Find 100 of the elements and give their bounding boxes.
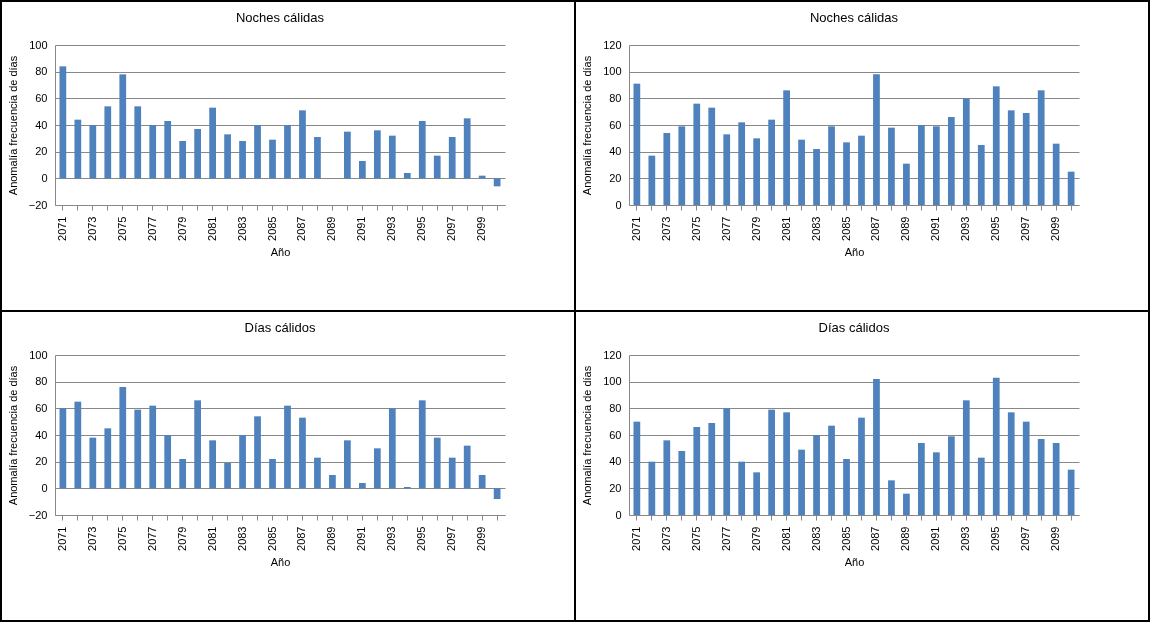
bar (179, 459, 187, 489)
bar (254, 125, 261, 179)
bar (344, 440, 351, 489)
bar (299, 417, 306, 489)
bar (648, 461, 656, 515)
x-tick-label: 2085 (839, 526, 852, 551)
bar (134, 106, 142, 179)
x-axis-title: Año (844, 555, 865, 568)
bar (738, 461, 746, 515)
bar (269, 139, 276, 179)
bar (708, 423, 716, 515)
bar (888, 480, 895, 515)
x-tick-label: 2085 (265, 216, 278, 241)
bar (254, 416, 261, 489)
x-axis-title: Año (270, 555, 291, 568)
bar (418, 400, 426, 489)
bar (74, 401, 82, 489)
bar (918, 443, 925, 515)
bar (209, 440, 216, 489)
bar (648, 155, 656, 205)
x-tick-label: 2087 (869, 216, 882, 241)
bar (463, 118, 471, 179)
bar (1067, 171, 1075, 205)
bar (768, 119, 776, 205)
bar (179, 141, 187, 179)
y-tick-label: 100 (603, 375, 622, 388)
x-tick-label: 2073 (659, 216, 672, 241)
x-tick-label: 2099 (1049, 216, 1062, 241)
x-tick-label: 2081 (779, 526, 792, 551)
chart-title: Noches cálidas (809, 10, 899, 25)
bar (74, 119, 82, 179)
bar (149, 125, 157, 179)
bar (1052, 143, 1060, 205)
bar (403, 173, 411, 179)
x-tick-label: 2095 (415, 216, 428, 241)
chart-title: Noches cálidas (235, 10, 325, 25)
bar (678, 451, 686, 515)
bar (299, 110, 306, 179)
x-tick-label: 2087 (869, 526, 882, 551)
y-tick-label: 80 (609, 401, 622, 414)
x-tick-label: 2097 (445, 526, 458, 551)
bar (633, 83, 641, 205)
bar (134, 409, 142, 489)
y-tick-label: 60 (609, 428, 622, 441)
x-tick-label: 2071 (55, 526, 68, 551)
bar (798, 449, 805, 515)
x-tick-label: 2097 (445, 216, 458, 241)
x-tick-label: 2095 (415, 526, 428, 551)
x-tick-label: 2073 (659, 526, 672, 551)
bar (194, 400, 202, 489)
bar (1067, 469, 1075, 515)
bar (888, 127, 895, 205)
bar (373, 448, 381, 489)
bar (813, 149, 820, 205)
bar (119, 74, 127, 179)
bar (947, 436, 955, 515)
bar (873, 74, 880, 205)
bar (663, 133, 671, 205)
bar (358, 161, 366, 179)
x-tick-label: 2085 (839, 216, 852, 241)
bar (828, 126, 835, 205)
bar (433, 155, 441, 179)
y-tick-label: 20 (609, 171, 622, 184)
y-tick-label: 100 (29, 38, 48, 51)
x-tick-label: 2071 (55, 216, 68, 241)
x-tick-label: 2081 (205, 216, 218, 241)
bar (164, 435, 172, 489)
bar (843, 142, 850, 205)
x-tick-label: 2083 (809, 216, 822, 241)
x-tick-label: 2077 (145, 526, 158, 551)
bar (284, 405, 291, 489)
x-tick-label: 2083 (235, 216, 248, 241)
bar (1052, 443, 1060, 515)
bar (1007, 412, 1015, 515)
x-tick-label: 2099 (475, 216, 488, 241)
x-tick-label: 2077 (145, 216, 158, 241)
bar (358, 483, 366, 489)
y-tick-label: 60 (35, 401, 48, 414)
bar (932, 126, 940, 205)
x-tick-label: 2075 (115, 526, 128, 551)
y-axis-title: Anomalía frecuencia de días (581, 55, 594, 196)
y-tick-label: 0 (41, 171, 48, 184)
y-tick-label: 0 (615, 198, 622, 211)
bar (947, 117, 955, 205)
y-tick-label: 80 (35, 65, 48, 78)
bar (753, 138, 761, 205)
y-tick-label: 0 (41, 481, 48, 494)
x-tick-label: 2091 (355, 216, 368, 241)
bar (463, 445, 471, 489)
bar (708, 107, 716, 205)
bar (209, 107, 216, 179)
y-tick-label: 20 (609, 481, 622, 494)
x-tick-label: 2073 (85, 216, 98, 241)
bar (738, 122, 746, 205)
bar (269, 459, 276, 489)
bar (992, 86, 1000, 205)
bar (977, 457, 985, 515)
bar (284, 125, 291, 179)
bar (962, 98, 970, 205)
y-tick-label: 40 (609, 145, 622, 158)
